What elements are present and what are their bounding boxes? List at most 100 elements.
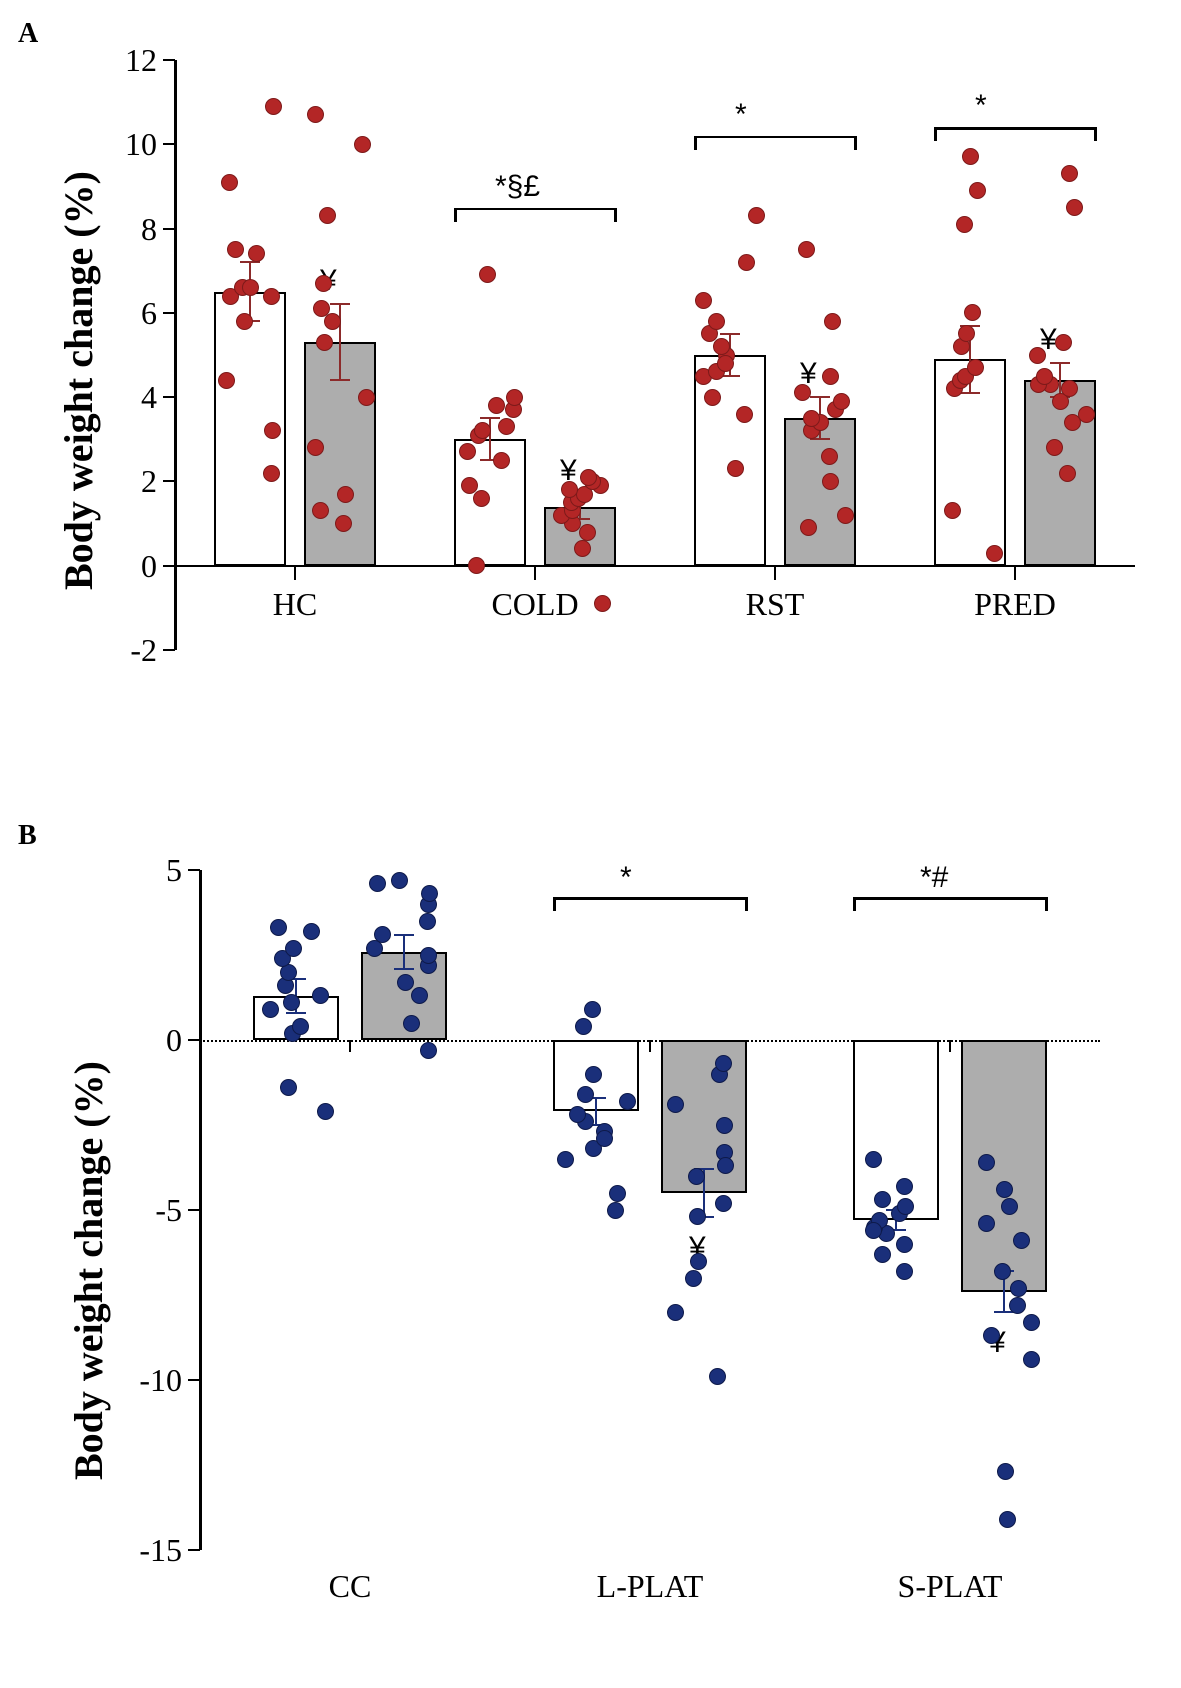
panel-a-dot	[316, 334, 333, 351]
panel-b-dot	[421, 885, 438, 902]
panel-a-dot	[822, 473, 839, 490]
panel-b-xtick-label: CC	[260, 1568, 440, 1605]
panel-a-dot	[967, 359, 984, 376]
panel-a-ytick-label: 0	[105, 548, 157, 585]
panel-b-errorcap	[286, 1012, 306, 1014]
panel-a-dot	[488, 397, 505, 414]
panel-b-dot	[978, 1154, 995, 1171]
panel-a-dot	[956, 216, 973, 233]
panel-a-dot	[242, 279, 259, 296]
panel-a-dot	[1036, 368, 1053, 385]
panel-b-ytick-label: 0	[120, 1022, 182, 1059]
panel-b-ytick-mark	[188, 1549, 200, 1551]
panel-a-xtick-mark	[774, 566, 776, 580]
panel-b-ytick-label: -10	[120, 1362, 182, 1399]
panel-b-dot	[688, 1168, 705, 1185]
panel-b-dot	[584, 1001, 601, 1018]
panel-a-errorcap	[810, 396, 830, 398]
panel-b-dot	[1010, 1280, 1027, 1297]
panel-a-bracket	[694, 136, 856, 139]
panel-a-errorcap	[1050, 362, 1070, 364]
panel-a-ytick-mark	[163, 649, 175, 651]
panel-b-dot	[689, 1208, 706, 1225]
panel-b-dot	[419, 913, 436, 930]
panel-b-errorcap	[394, 934, 414, 936]
panel-b-dot	[270, 919, 287, 936]
panel-b-ytick-mark	[188, 1209, 200, 1211]
panel-a-dot	[506, 389, 523, 406]
panel-a-dot	[704, 389, 721, 406]
panel-b-bracket-tick	[553, 897, 556, 911]
panel-b-xtick-label: S-PLAT	[860, 1568, 1040, 1605]
panel-a-dot	[821, 448, 838, 465]
panel-b-bracket-label: *	[620, 861, 632, 895]
panel-b-bracket-tick	[745, 897, 748, 911]
panel-a-dot	[833, 393, 850, 410]
panel-b-dot	[374, 926, 391, 943]
panel-b-dot	[896, 1263, 913, 1280]
panel-b-ytick-label: -5	[120, 1192, 182, 1229]
panel-b-dot	[1009, 1297, 1026, 1314]
panel-a-dot	[738, 254, 755, 271]
panel-a-dot	[962, 148, 979, 165]
panel-b-dot	[685, 1270, 702, 1287]
figure: A -2024681012HCCOLDRSTPRED¥¥¥¥*§£** Body…	[0, 0, 1181, 1688]
panel-b-errorbar	[403, 935, 405, 969]
panel-a-ytick-label: 8	[105, 211, 157, 248]
panel-b-ytick-mark	[188, 1039, 200, 1041]
panel-a-xtick-label: HC	[225, 586, 365, 623]
panel-a-ytick-mark	[163, 143, 175, 145]
panel-b-dot	[1013, 1232, 1030, 1249]
panel-b-dot	[609, 1185, 626, 1202]
panel-a-bracket	[454, 208, 616, 211]
panel-a-ytick-mark	[163, 312, 175, 314]
panel-b-bar-S-PLAT-filled	[961, 1040, 1047, 1292]
panel-b-dot	[391, 872, 408, 889]
panel-b-errorcap	[394, 968, 414, 970]
panel-a-dot	[986, 545, 1003, 562]
panel-b-xtick-label: L-PLAT	[560, 1568, 740, 1605]
panel-b-dot	[285, 940, 302, 957]
panel-a-dot	[1055, 334, 1072, 351]
panel-a-ytick-mark	[163, 396, 175, 398]
panel-a-xtick-label: RST	[705, 586, 845, 623]
panel-b-dot	[715, 1195, 732, 1212]
panel-a-dot	[324, 313, 341, 330]
panel-b-xtick-mark	[949, 1040, 951, 1052]
panel-b-ytick-label: -15	[120, 1532, 182, 1569]
panel-b-bracket	[853, 897, 1047, 900]
panel-a-bracket-tick	[934, 127, 937, 141]
panel-a-dot	[824, 313, 841, 330]
panel-a-bar-RST-filled	[784, 418, 856, 566]
panel-b-dot	[411, 987, 428, 1004]
panel-a-dot	[1059, 465, 1076, 482]
panel-b-dot	[874, 1246, 891, 1263]
panel-a-ytick-label: -2	[105, 632, 157, 669]
panel-a-dot	[798, 241, 815, 258]
panel-a-dot	[461, 477, 478, 494]
panel-a-ytick-label: 10	[105, 126, 157, 163]
panel-b-dot	[717, 1157, 734, 1174]
panel-a-bracket-tick	[694, 136, 697, 150]
panel-a-dot	[1061, 380, 1078, 397]
panel-b-dot	[896, 1236, 913, 1253]
panel-b-dot	[420, 947, 437, 964]
panel-a-dot	[580, 469, 597, 486]
panel-a-dot	[717, 355, 734, 372]
panel-a-dot	[263, 465, 280, 482]
panel-a-dot	[594, 595, 611, 612]
panel-a-dot	[337, 486, 354, 503]
panel-a-errorcap	[330, 303, 350, 305]
panel-b-dot	[283, 994, 300, 1011]
panel-a-dot	[748, 207, 765, 224]
panel-b-dot	[557, 1151, 574, 1168]
panel-a-dot	[822, 368, 839, 385]
panel-a-dot	[307, 106, 324, 123]
panel-b-dot	[575, 1018, 592, 1035]
panel-a-xtick-mark	[1014, 566, 1016, 580]
panel-b-dot	[690, 1253, 707, 1270]
panel-a-dot	[794, 384, 811, 401]
panel-a-errorcap	[720, 333, 740, 335]
panel-b-dot	[280, 1079, 297, 1096]
panel-a-dot	[958, 325, 975, 342]
